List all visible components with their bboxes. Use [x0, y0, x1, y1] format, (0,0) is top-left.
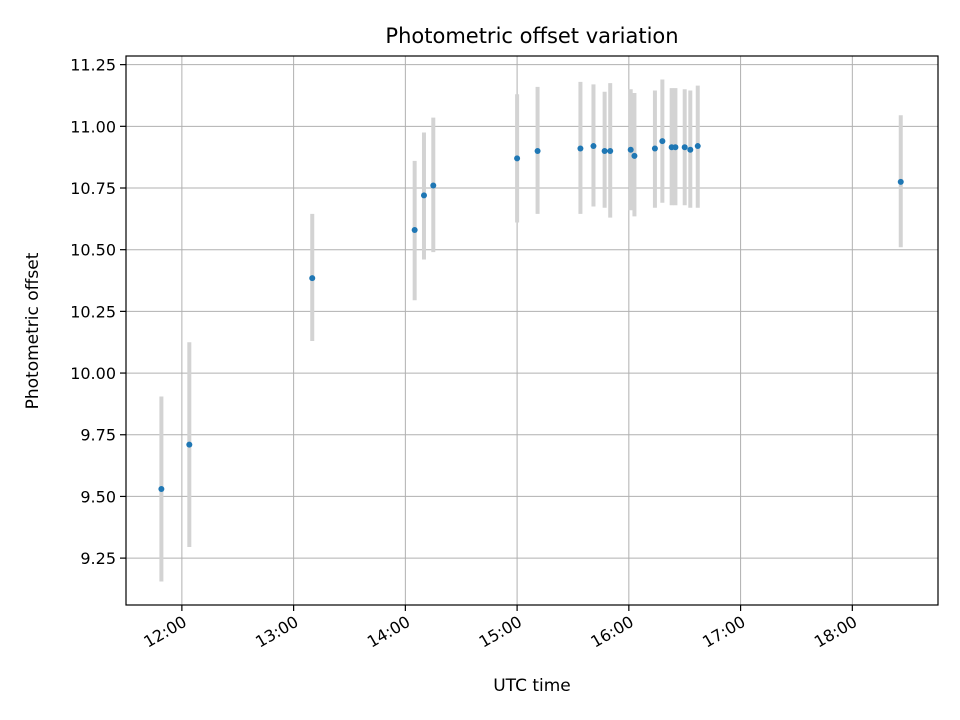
- y-tick-label: 10.00: [70, 364, 116, 383]
- data-point: [627, 146, 634, 153]
- data-point: [659, 138, 666, 145]
- data-point: [601, 147, 608, 154]
- data-point: [681, 144, 688, 151]
- data-point: [411, 226, 418, 233]
- plot-area-frame: [125, 55, 939, 606]
- data-point: [651, 145, 658, 152]
- data-point: [694, 143, 701, 150]
- y-tick-label: 11.00: [70, 117, 116, 136]
- x-axis-label: UTC time: [493, 676, 571, 696]
- data-point: [158, 486, 165, 493]
- data-point: [534, 147, 541, 154]
- y-tick-label: 9.50: [80, 487, 116, 506]
- y-axis-ticks: 9.25 9.50 9.75 10.00 10.25 10.50 10.75 11.00 11.…: [70, 56, 126, 568]
- data-point: [420, 192, 427, 199]
- y-tick-label: 10.75: [70, 179, 116, 198]
- data-point: [687, 146, 694, 153]
- data-point: [577, 145, 584, 152]
- y-tick-label: 11.25: [70, 56, 116, 75]
- y-tick-label: 9.75: [80, 426, 116, 445]
- data-point: [631, 152, 638, 159]
- y-tick-label: 10.50: [70, 241, 116, 260]
- data-point: [309, 275, 316, 282]
- data-points: [158, 138, 904, 493]
- data-point: [672, 144, 679, 151]
- data-point: [430, 182, 437, 189]
- data-point: [514, 155, 521, 162]
- data-point: [897, 178, 904, 185]
- y-tick-label: 10.25: [70, 302, 116, 321]
- data-point: [590, 143, 597, 150]
- data-point: [607, 147, 614, 154]
- y-axis-label: Photometric offset: [23, 252, 43, 409]
- grid: [126, 56, 938, 605]
- data-point: [186, 441, 193, 448]
- chart-title: Photometric offset variation: [385, 24, 678, 48]
- y-tick-label: 9.25: [80, 549, 116, 568]
